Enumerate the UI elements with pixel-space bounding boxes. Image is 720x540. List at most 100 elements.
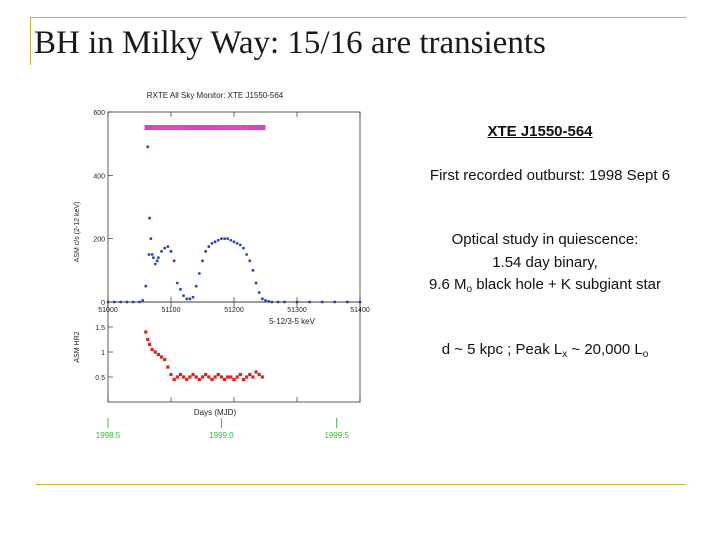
data-point — [229, 238, 233, 242]
monitor-band-mark — [164, 125, 168, 130]
data-point — [178, 372, 183, 377]
data-point — [172, 377, 176, 382]
x-tick-label: 51300 — [287, 307, 307, 314]
data-point — [248, 259, 252, 263]
data-point — [238, 372, 242, 377]
data-point — [166, 365, 170, 369]
top-y-axis-label: ASM c/s (2-12 keV) — [74, 202, 81, 263]
band-label: 5-12/3-5 keV — [269, 317, 315, 326]
data-point — [150, 253, 154, 256]
monitor-band-mark — [172, 125, 175, 130]
y-tick-label: 600 — [93, 110, 105, 117]
monitor-band-mark — [237, 125, 241, 130]
bottom-panel: 0.5 1 1.5 — [95, 301, 361, 403]
x-tick-label: 51100 — [162, 307, 181, 314]
mass-subscript: o — [466, 284, 473, 295]
data-point — [163, 246, 167, 250]
monitor-band-mark — [192, 125, 195, 130]
monitor-band-mark — [174, 125, 178, 130]
data-point — [160, 249, 163, 253]
data-point — [141, 299, 145, 302]
monitor-band-mark — [252, 125, 256, 130]
data-point — [191, 372, 195, 377]
slide-title: BH in Milky Way: 15/16 are transients — [34, 25, 546, 61]
monitor-band-mark — [197, 125, 201, 130]
data-point — [169, 249, 173, 253]
plot-frame — [107, 301, 361, 403]
data-point — [201, 259, 204, 263]
y-tick-label: 400 — [93, 173, 105, 180]
data-point — [254, 370, 258, 374]
monitor-band-mark — [194, 125, 198, 130]
data-point — [257, 372, 261, 377]
data-point — [204, 249, 208, 253]
data-point — [156, 352, 160, 357]
data-point — [216, 238, 220, 242]
data-point — [188, 297, 192, 301]
data-point — [188, 375, 192, 379]
data-point — [197, 377, 201, 382]
monitor-band-mark — [187, 125, 190, 130]
optical-study-line: Optical study in quiescence: — [451, 231, 639, 248]
data-point — [241, 377, 246, 382]
black-hole-mass-line: 9.6 Mo black hole + K subgiant star — [380, 276, 710, 295]
data-point — [159, 355, 164, 359]
data-point — [210, 377, 214, 382]
monitor-band-mark — [169, 125, 173, 130]
data-point — [163, 357, 167, 362]
data-point — [146, 337, 150, 342]
data-point — [144, 330, 148, 334]
monitor-band-mark — [149, 125, 153, 130]
data-point — [245, 253, 249, 256]
data-point — [213, 375, 217, 379]
data-point — [148, 216, 151, 220]
data-point — [150, 347, 154, 352]
monitor-band-mark — [247, 125, 251, 130]
data-point — [185, 377, 189, 382]
bottom-y-axis-label: ASM HR2 — [74, 331, 81, 362]
y-tick-label: 200 — [93, 237, 105, 244]
data-point — [251, 268, 255, 272]
data-point — [232, 377, 236, 382]
year-marker-label: 1998.5 — [96, 431, 121, 440]
data-point — [144, 284, 148, 288]
monitor-band-mark — [212, 125, 216, 130]
data-point — [175, 375, 179, 379]
monitor-band-mark — [222, 125, 226, 130]
y-tick-label: 0 — [101, 300, 105, 307]
data-point — [257, 291, 261, 294]
mass-text: 9.6 M — [429, 276, 467, 293]
year-marker-label: 1999.0 — [209, 431, 234, 440]
data-point — [194, 284, 198, 288]
data-point — [232, 240, 236, 244]
year-marker-label: 1999.5 — [324, 431, 349, 440]
monitor-band-mark — [202, 125, 206, 130]
bottom-rule — [36, 484, 686, 485]
data-point — [153, 350, 157, 354]
monitor-band-mark — [260, 125, 264, 130]
data-point — [216, 372, 220, 377]
data-point — [151, 256, 155, 260]
y-tick-label: 1 — [101, 350, 105, 357]
data-point — [242, 246, 245, 250]
plot-frame — [107, 111, 361, 303]
monitor-band-mark — [250, 125, 253, 130]
data-point — [147, 253, 151, 256]
data-point — [146, 145, 150, 149]
data-point — [226, 237, 230, 241]
data-point — [166, 245, 170, 248]
data-point — [248, 372, 252, 377]
monitor-band-mark — [230, 125, 233, 130]
outburst-text: First recorded outburst: 1998 Sept 6 — [429, 167, 671, 184]
monitor-band-mark — [262, 125, 266, 130]
monitor-band-mark — [232, 125, 236, 130]
data-point — [155, 259, 159, 263]
monitor-band-mark — [147, 125, 150, 130]
monitor-band-mark — [157, 125, 160, 130]
monitor-band-mark — [220, 125, 223, 130]
data-point — [197, 272, 201, 275]
lsun-subscript: o — [642, 349, 649, 360]
data-point — [194, 375, 198, 379]
monitor-band-mark — [152, 125, 155, 130]
monitor-band-mark — [162, 125, 165, 130]
